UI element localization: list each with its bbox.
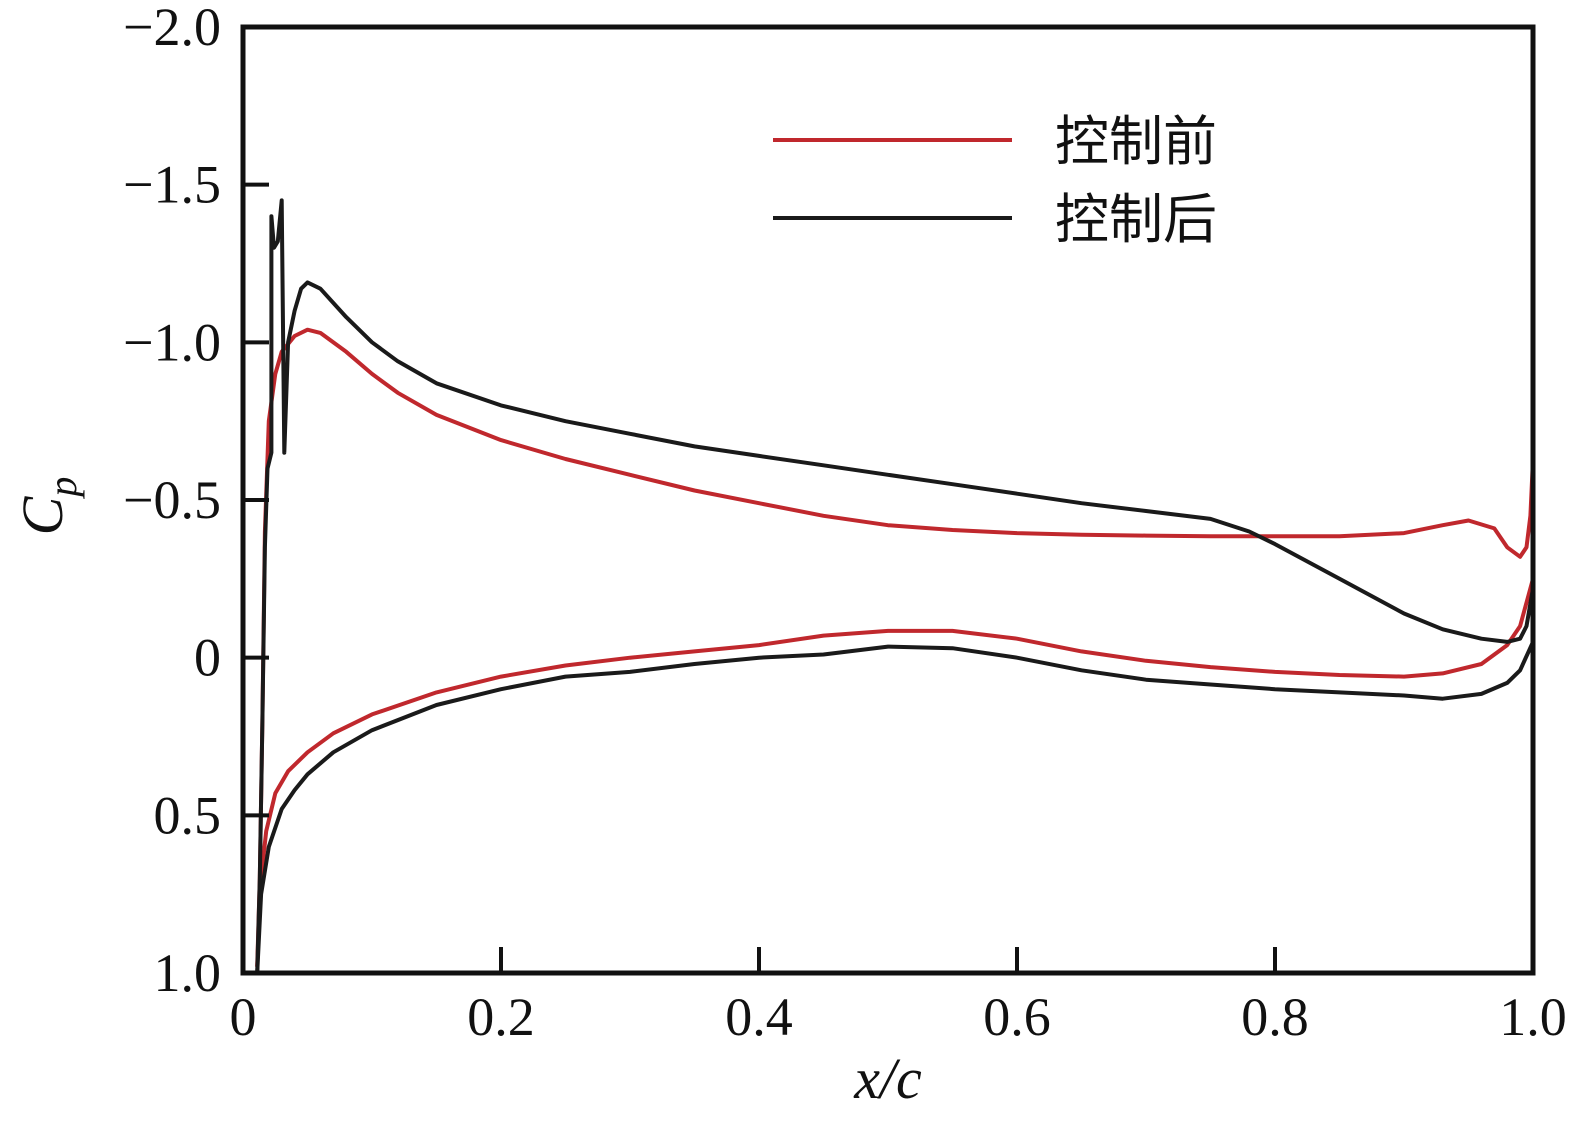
x-tick-label-0: 0 [230,987,257,1047]
plot-frame [240,24,1536,976]
x-tick-label-2: 0.4 [725,987,793,1047]
x-tick-label-3: 0.6 [983,987,1051,1047]
y-axis-label: Cp [10,477,85,536]
labels-layer: 0 0.2 0.4 0.6 0.8 1.0 −2.0 −1.5 −1.0 −0.5 0 0.5 1.0 [123,0,1567,1047]
series-1-line-upper [255,198,1535,974]
y-tick-label-2: −1.0 [123,312,221,372]
y-tick-label-6: 1.0 [154,943,222,1003]
y-tick-label-1: −1.5 [123,155,221,215]
y-tick-label-4: 0 [194,628,221,688]
ticks-layer [241,25,1535,975]
legend-label-series-0: 控制前 [1055,110,1217,173]
series-layer [255,198,1535,974]
x-tick-label-5: 1.0 [1499,987,1567,1047]
legend: 控制前 控制后 [773,110,1217,251]
x-tick-label-4: 0.8 [1241,987,1309,1047]
y-tick-label-3: −0.5 [123,470,221,530]
x-axis-label: x/c [853,1046,922,1111]
x-tick-label-1: 0.2 [467,987,535,1047]
legend-label-series-1: 控制后 [1055,188,1217,251]
series-0-line-lower [255,578,1535,967]
y-tick-label-5: 0.5 [154,785,222,845]
y-tick-label-0: −2.0 [123,0,221,57]
series-1-line-lower [255,641,1535,974]
